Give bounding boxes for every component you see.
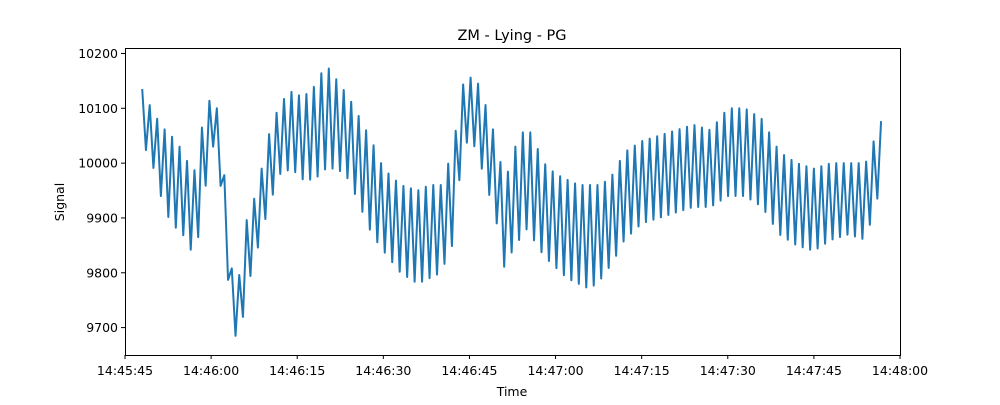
axes-frame bbox=[125, 48, 901, 356]
x-tick-label: 14:47:00 bbox=[527, 363, 583, 378]
y-tick-label: 10200 bbox=[78, 46, 118, 61]
y-tick-label: 9700 bbox=[86, 320, 118, 335]
x-tick-label: 14:47:15 bbox=[614, 363, 670, 378]
x-tick-label: 14:47:30 bbox=[700, 363, 756, 378]
x-tick-label: 14:46:00 bbox=[183, 363, 239, 378]
x-tick-label: 14:45:45 bbox=[97, 363, 153, 378]
series-layer bbox=[141, 67, 883, 337]
y-axis-label: Signal bbox=[52, 183, 67, 221]
series-line-0 bbox=[141, 67, 883, 337]
x-tick-label: 14:46:45 bbox=[441, 363, 497, 378]
y-tick-label: 10000 bbox=[78, 156, 118, 171]
x-tick-label: 14:47:45 bbox=[786, 363, 842, 378]
x-tick-label: 14:46:30 bbox=[355, 363, 411, 378]
y-tick-label: 9900 bbox=[86, 210, 118, 225]
x-tick-label: 14:48:00 bbox=[872, 363, 928, 378]
y-tick-label: 10100 bbox=[78, 101, 118, 116]
y-axis-ticks: 9700 9800 9900 10000 10100 10200 bbox=[78, 46, 125, 335]
y-tick-label: 9800 bbox=[86, 265, 118, 280]
x-axis-ticks: 14:45:45 14:46:00 14:46:15 14:46:30 14:46:45… bbox=[97, 355, 928, 378]
x-axis-label: Time bbox=[496, 384, 528, 399]
x-tick-label: 14:46:15 bbox=[269, 363, 325, 378]
chart-title: ZM - Lying - PG bbox=[457, 28, 566, 44]
